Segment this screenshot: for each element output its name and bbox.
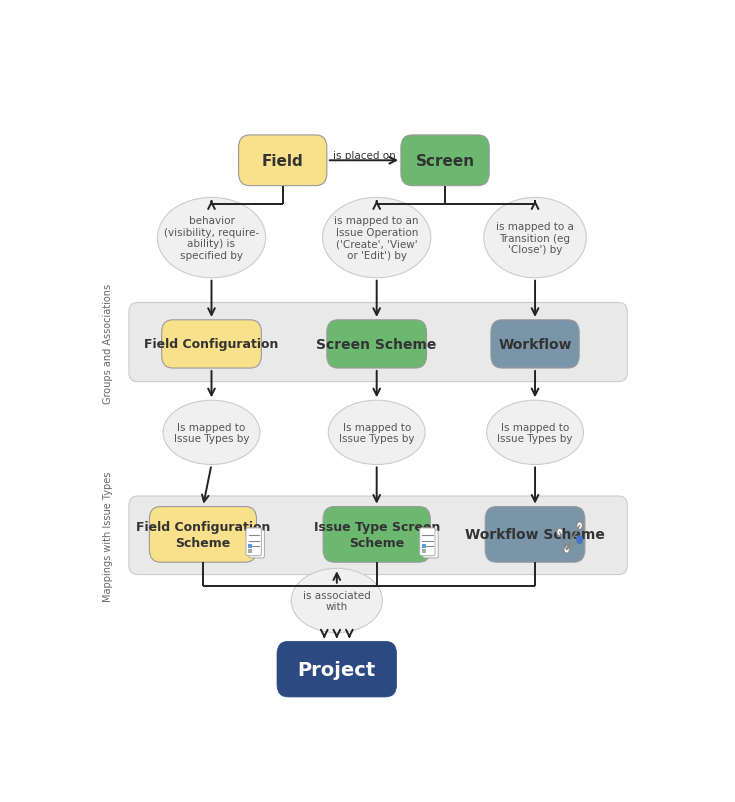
FancyBboxPatch shape <box>129 496 627 575</box>
Text: Is mapped to
Issue Types by: Is mapped to Issue Types by <box>339 422 415 444</box>
FancyBboxPatch shape <box>239 136 327 186</box>
FancyBboxPatch shape <box>420 529 435 556</box>
Ellipse shape <box>557 529 562 537</box>
Ellipse shape <box>577 522 582 529</box>
Ellipse shape <box>291 569 382 633</box>
Text: behavior
(visibility, require-
ability) is
specified by: behavior (visibility, require- ability) … <box>164 216 259 261</box>
FancyBboxPatch shape <box>423 530 438 558</box>
Text: is placed on: is placed on <box>333 151 395 161</box>
Ellipse shape <box>484 198 587 278</box>
Text: is associated
with: is associated with <box>303 590 370 612</box>
Ellipse shape <box>323 198 431 278</box>
Ellipse shape <box>163 401 260 465</box>
Ellipse shape <box>577 537 582 544</box>
FancyBboxPatch shape <box>246 529 262 556</box>
FancyBboxPatch shape <box>327 321 426 369</box>
FancyBboxPatch shape <box>422 549 426 553</box>
FancyBboxPatch shape <box>323 507 430 562</box>
Text: Issue Type Screen
Scheme: Issue Type Screen Scheme <box>314 520 440 549</box>
FancyBboxPatch shape <box>162 321 262 369</box>
FancyBboxPatch shape <box>248 549 252 553</box>
FancyBboxPatch shape <box>129 303 627 383</box>
Text: Field: Field <box>262 154 304 168</box>
Text: Mappings with Issue Types: Mappings with Issue Types <box>103 471 113 601</box>
Text: Workflow Scheme: Workflow Scheme <box>465 528 605 541</box>
Ellipse shape <box>157 198 265 278</box>
Ellipse shape <box>487 401 584 465</box>
Text: Workflow: Workflow <box>498 338 572 351</box>
Text: Screen: Screen <box>415 154 475 168</box>
FancyBboxPatch shape <box>401 136 490 186</box>
Text: Screen Scheme: Screen Scheme <box>317 338 437 351</box>
Text: is mapped to a
Transition (eg
'Close') by: is mapped to a Transition (eg 'Close') b… <box>496 221 574 255</box>
Text: Field Configuration
Scheme: Field Configuration Scheme <box>136 520 270 549</box>
Text: Field Configuration: Field Configuration <box>144 338 279 351</box>
FancyBboxPatch shape <box>277 642 397 697</box>
Text: Project: Project <box>298 660 376 678</box>
FancyBboxPatch shape <box>485 507 585 562</box>
Text: Is mapped to
Issue Types by: Is mapped to Issue Types by <box>173 422 249 444</box>
FancyBboxPatch shape <box>422 545 426 549</box>
Text: is mapped to an
Issue Operation
('Create', 'View'
or 'Edit') by: is mapped to an Issue Operation ('Create… <box>334 216 419 261</box>
Ellipse shape <box>577 536 583 544</box>
FancyBboxPatch shape <box>149 507 257 562</box>
FancyBboxPatch shape <box>248 545 252 549</box>
FancyBboxPatch shape <box>491 321 579 369</box>
Ellipse shape <box>329 401 425 465</box>
FancyBboxPatch shape <box>249 530 265 558</box>
Text: Is mapped to
Issue Types by: Is mapped to Issue Types by <box>498 422 573 444</box>
Ellipse shape <box>564 546 570 553</box>
Text: Groups and Associations: Groups and Associations <box>103 283 113 403</box>
